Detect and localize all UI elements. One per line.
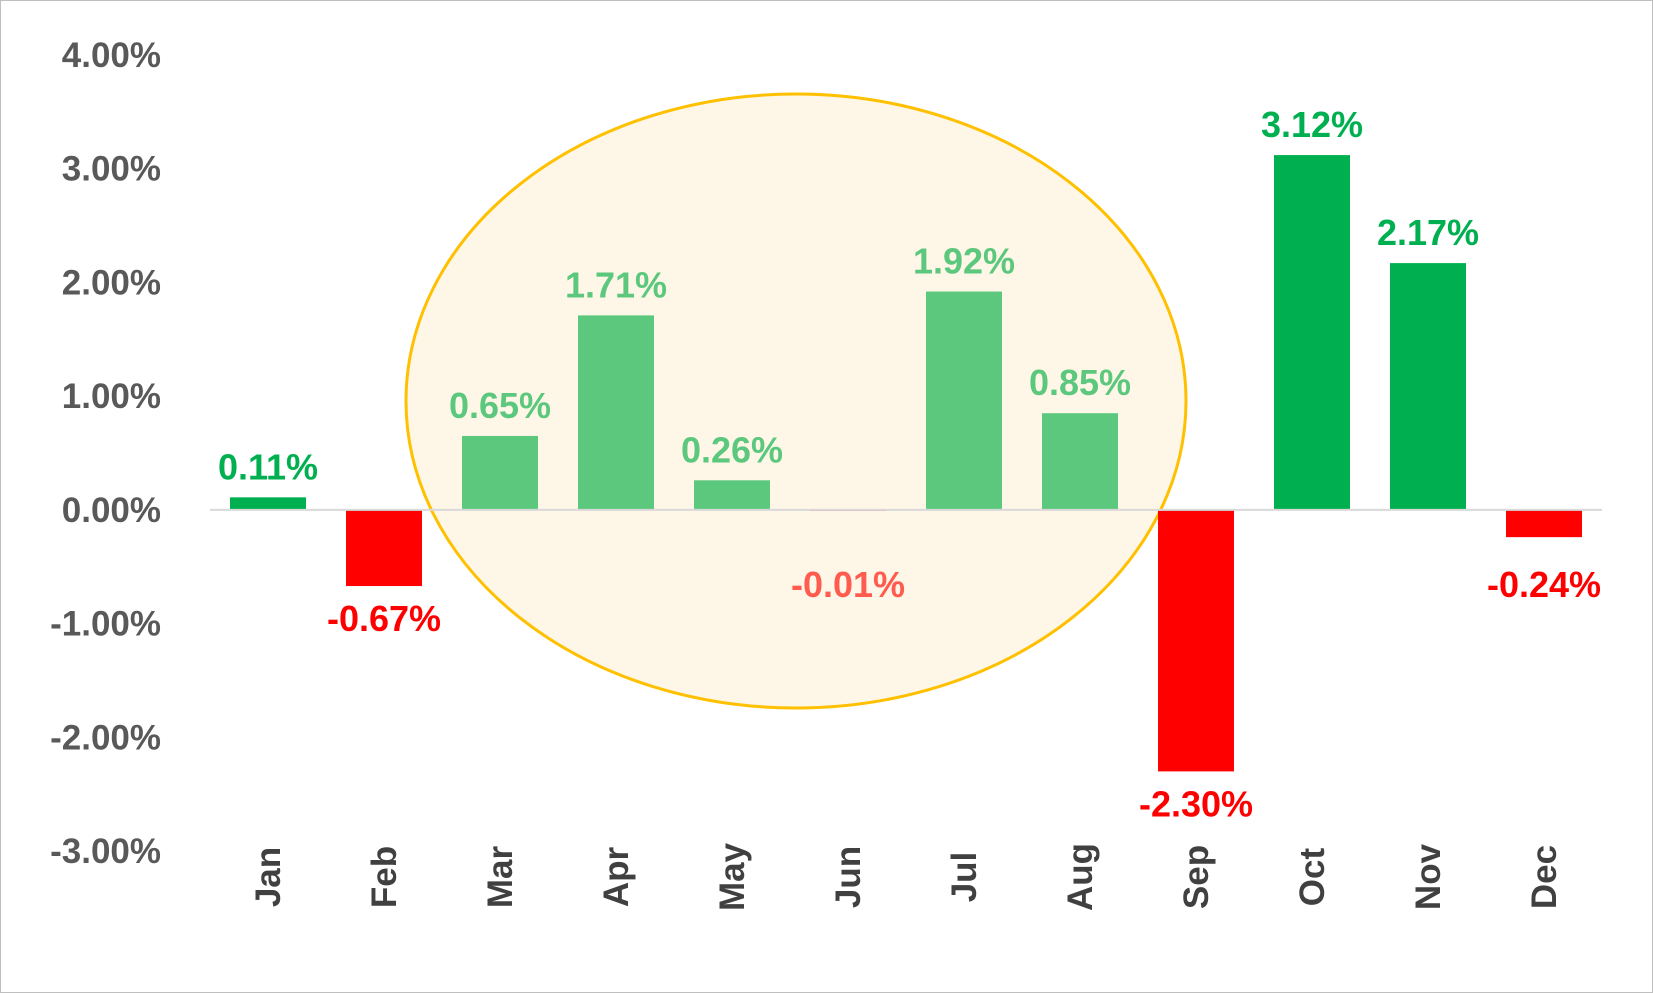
bar-sep [1158, 509, 1234, 772]
highlight-ellipse [404, 92, 1188, 710]
x-tick-label-apr: Apr [597, 846, 636, 907]
y-tick-label: 1.00% [62, 377, 161, 416]
y-tick-label: 4.00% [62, 36, 161, 75]
x-tick-label-may: May [713, 842, 752, 911]
data-label-feb: -0.67% [327, 598, 441, 639]
y-tick-label: -3.00% [50, 832, 161, 871]
data-labels: 0.11% -0.67% 0.65% 1.71% 0.26% -0.01% 1.92% 0.8… [218, 104, 1601, 824]
x-tick-label-dec: Dec [1525, 845, 1564, 909]
bar-aug [1042, 413, 1118, 510]
y-axis-tick-labels: 4.00% 3.00% 2.00% 1.00% 0.00% -1.00% -2.00% -3.… [50, 36, 161, 871]
bar-jul [926, 291, 1002, 510]
x-tick-label-jun: Jun [829, 846, 868, 908]
data-label-oct: 3.12% [1261, 104, 1363, 145]
data-label-jun: -0.01% [791, 564, 905, 605]
data-label-jul: 1.92% [913, 241, 1015, 282]
data-label-dec: -0.24% [1487, 564, 1601, 605]
x-tick-label-nov: Nov [1409, 843, 1448, 910]
bar-apr [578, 315, 654, 510]
x-tick-label-aug: Aug [1061, 843, 1100, 911]
y-tick-label: 0.00% [62, 491, 161, 530]
bar-nov [1390, 263, 1466, 510]
data-label-nov: 2.17% [1377, 212, 1479, 253]
data-label-apr: 1.71% [565, 264, 667, 305]
x-tick-label-sep: Sep [1177, 845, 1216, 909]
bar-feb [346, 509, 422, 587]
x-axis-tick-labels: Jan Feb Mar Apr May Jun Jul Aug Sep Oct Nov Dec [249, 842, 1564, 911]
data-label-aug: 0.85% [1029, 362, 1131, 403]
bar-jan [230, 497, 306, 510]
y-tick-label: -2.00% [50, 718, 161, 757]
x-tick-label-feb: Feb [365, 846, 404, 908]
x-tick-label-jan: Jan [249, 847, 288, 907]
bar-oct [1274, 155, 1350, 510]
bars [230, 155, 1582, 772]
data-label-sep: -2.30% [1139, 783, 1253, 824]
data-label-mar: 0.65% [449, 385, 551, 426]
bar-may [694, 480, 770, 510]
y-tick-label: 2.00% [62, 263, 161, 302]
data-label-may: 0.26% [681, 429, 783, 470]
x-tick-label-jul: Jul [945, 852, 984, 903]
data-label-jan: 0.11% [218, 446, 318, 487]
x-tick-label-mar: Mar [481, 846, 520, 909]
bar-mar [462, 435, 538, 510]
y-tick-label: -1.00% [50, 605, 161, 644]
x-tick-label-oct: Oct [1293, 847, 1332, 906]
bar-dec [1506, 509, 1582, 538]
y-tick-label: 3.00% [62, 150, 161, 189]
